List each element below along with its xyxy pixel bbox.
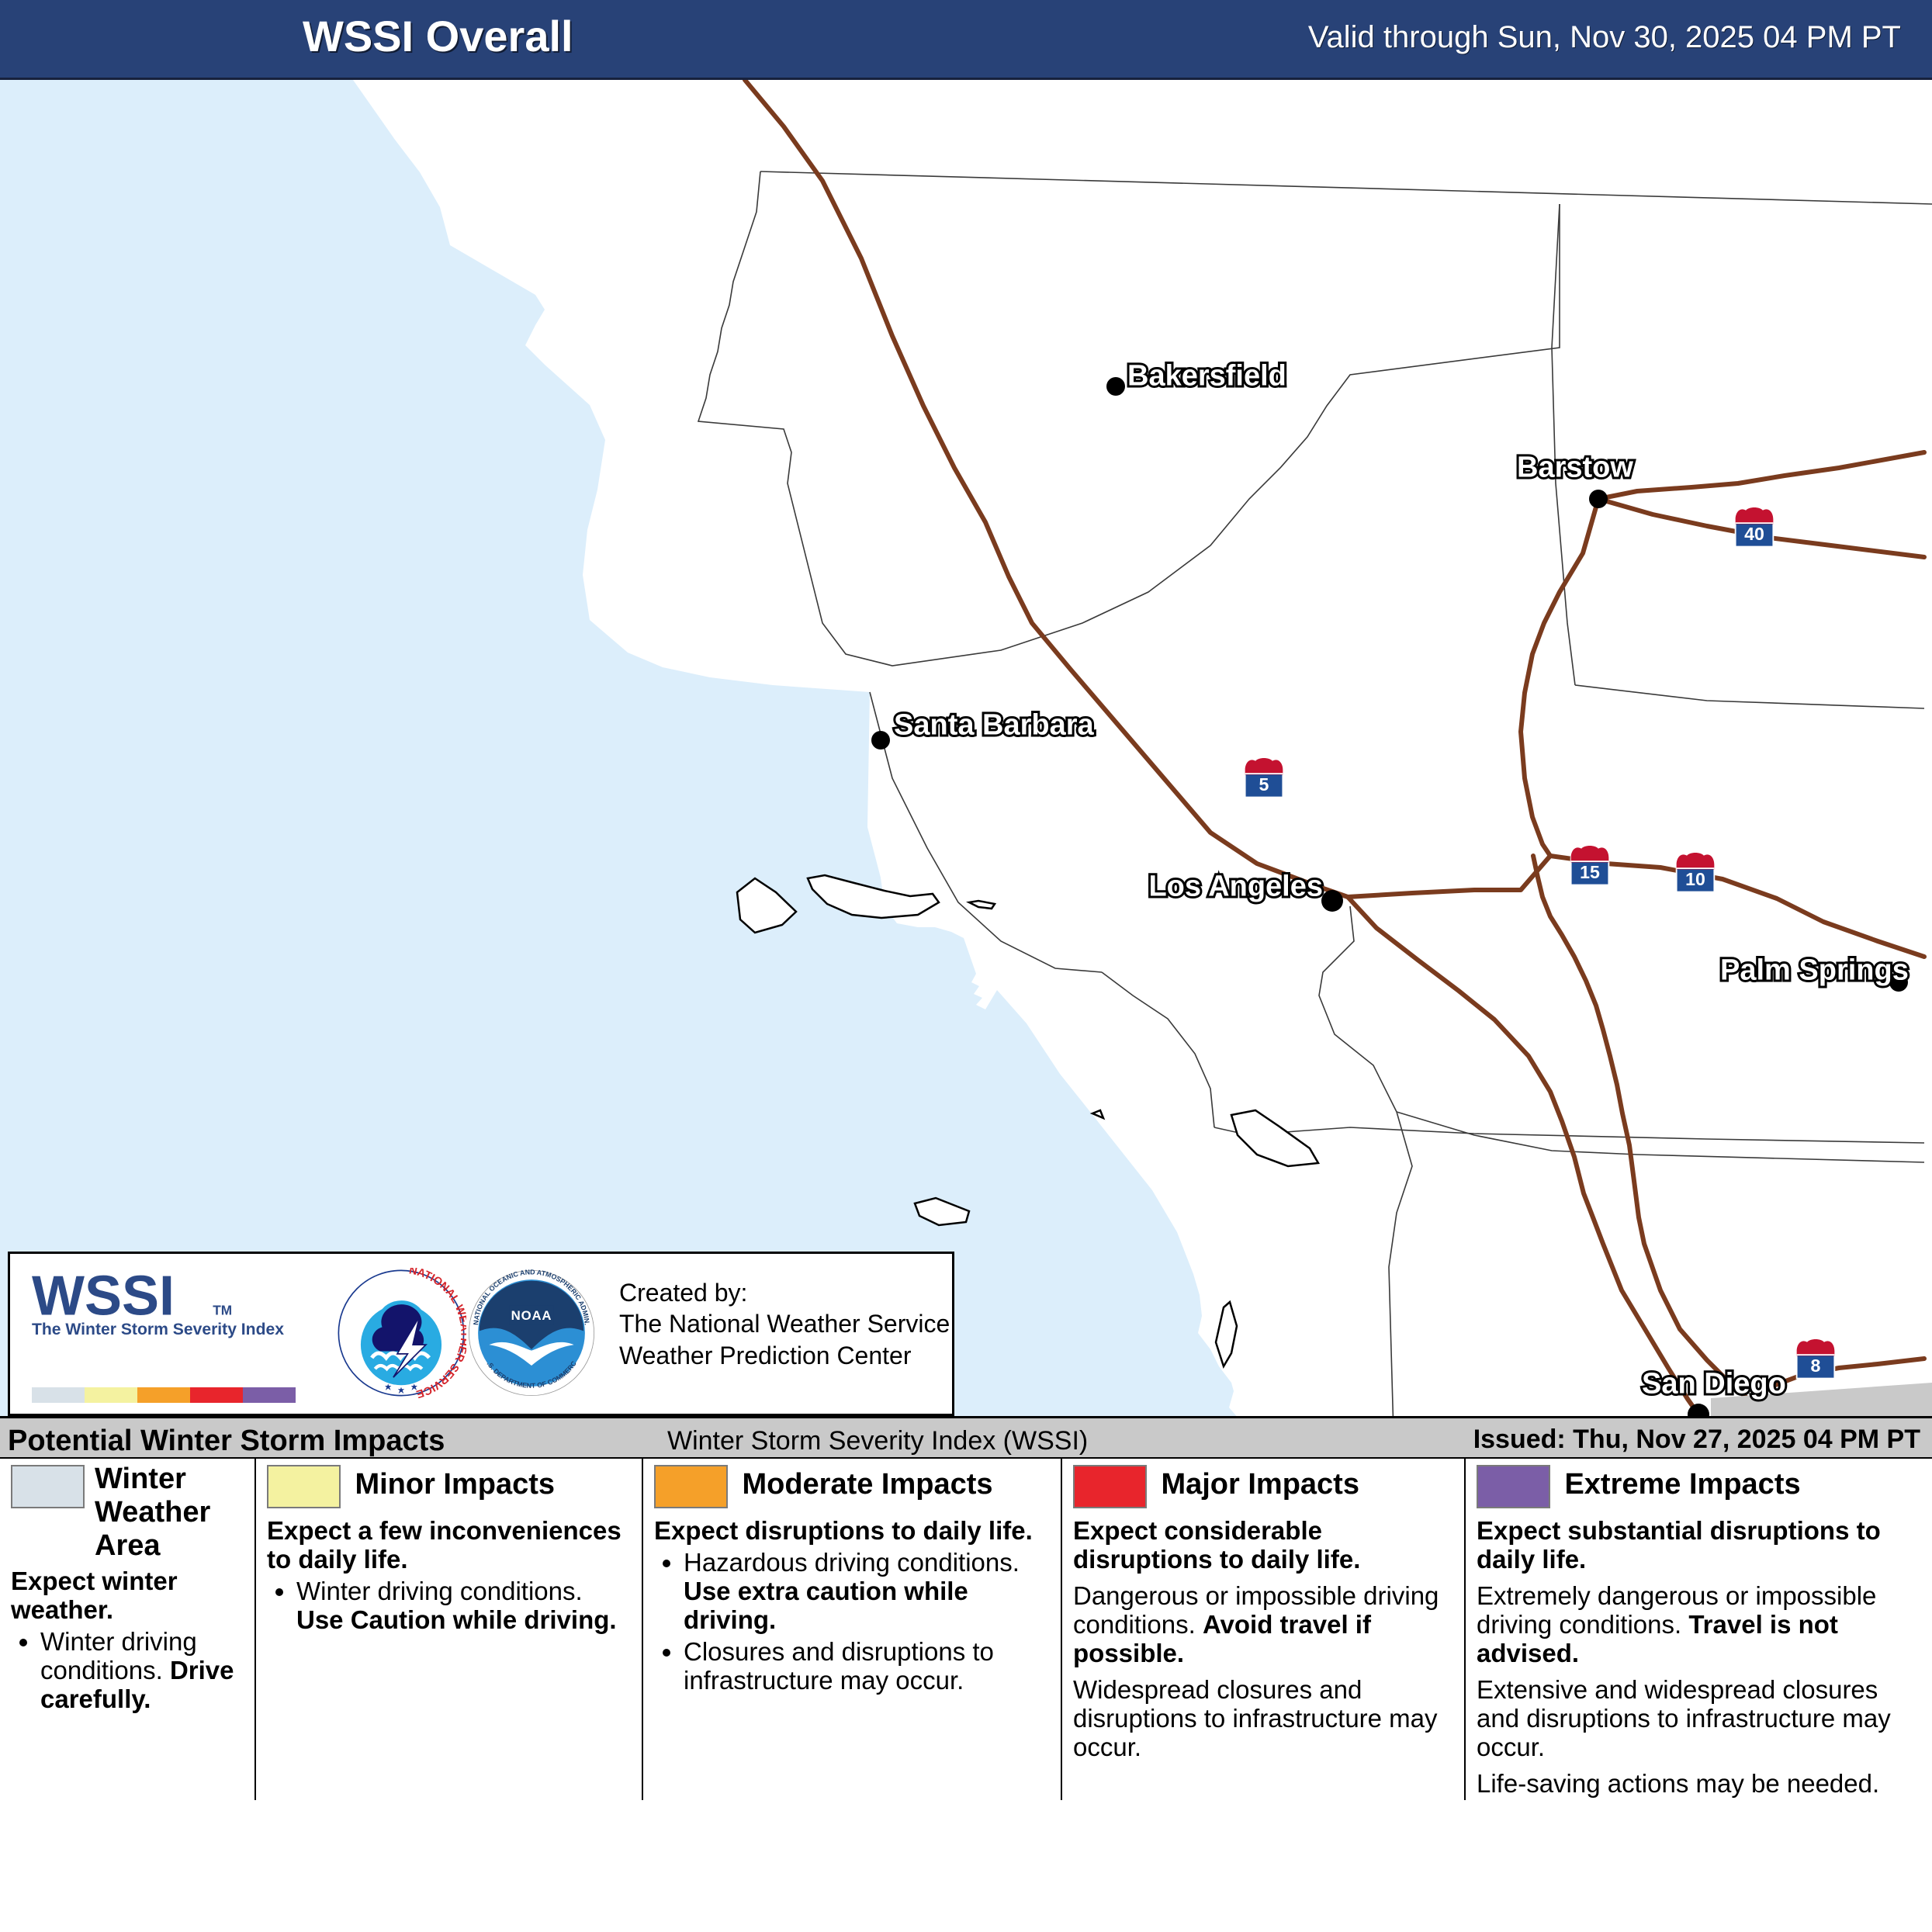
svg-text:40: 40	[1744, 524, 1764, 544]
svg-text:The Winter Storm Severity Inde: The Winter Storm Severity Index	[32, 1321, 284, 1338]
svg-text:10: 10	[1685, 869, 1705, 889]
svg-text:WSSI: WSSI	[32, 1265, 175, 1328]
svg-text:8: 8	[1811, 1356, 1821, 1376]
svg-text:15: 15	[1580, 862, 1600, 882]
svg-text:5: 5	[1259, 774, 1269, 795]
svg-text:TM: TM	[213, 1303, 232, 1318]
svg-text:NOAA: NOAA	[511, 1308, 552, 1323]
